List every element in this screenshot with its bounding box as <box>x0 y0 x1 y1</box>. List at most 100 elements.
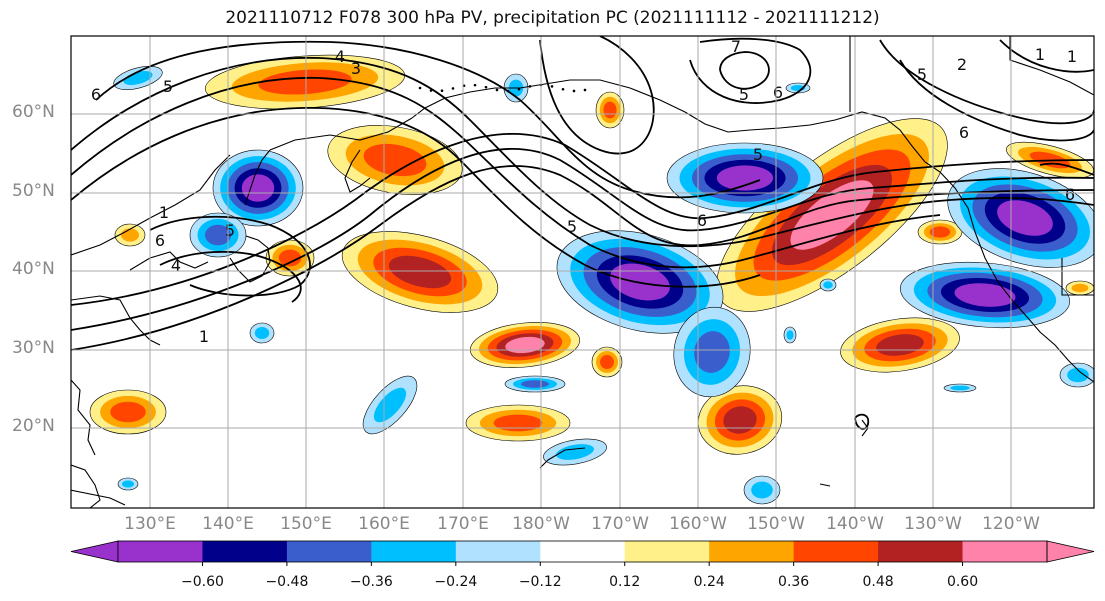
pv-contour <box>689 37 812 104</box>
lon-tick-label: 170°E <box>437 514 489 534</box>
pv-contour <box>719 51 770 90</box>
colorbar-tick-label: −0.36 <box>349 574 393 590</box>
colorbar-frame <box>117 540 1048 563</box>
precip-blob <box>204 54 406 110</box>
precip-blob <box>249 322 275 344</box>
contour-label: 1 <box>1067 47 1077 66</box>
precip-blob <box>1059 362 1094 388</box>
colorbar <box>70 540 1095 566</box>
lat-tick-label: 40°N <box>12 259 55 279</box>
island-dot <box>517 87 521 91</box>
colorbar-segment <box>540 541 626 562</box>
island-dot <box>451 87 455 90</box>
colorbar-extend-low <box>70 540 119 563</box>
coastline <box>939 171 1094 383</box>
lat-tick-label: 50°N <box>12 181 55 201</box>
map-frame <box>70 35 1095 509</box>
contour-label: 5 <box>225 221 235 240</box>
contour-label: 7 <box>731 37 741 56</box>
precip-blob <box>362 375 418 435</box>
colorbar-tick-label: 0.24 <box>693 574 725 590</box>
colorbar-segment <box>793 541 879 562</box>
precip-blob <box>917 219 963 245</box>
contour-label: 4 <box>335 47 345 66</box>
pv-contour <box>71 107 761 288</box>
colorbar-tick-label: 0.36 <box>778 574 810 590</box>
contour-label: 6 <box>959 123 969 142</box>
pv-contour <box>899 59 1094 142</box>
island-dot <box>583 88 587 92</box>
lon-tick-label: 180°W <box>512 514 570 534</box>
contour-label: 5 <box>739 85 749 104</box>
precip-blob <box>327 125 463 195</box>
contour-label: 4 <box>171 256 181 275</box>
precip-blob <box>943 383 977 393</box>
coastline <box>344 149 371 193</box>
lon-tick-label: 130°E <box>124 514 176 534</box>
pv-contour <box>71 133 1094 306</box>
contour-label: 5 <box>753 145 763 164</box>
contour-label: 3 <box>351 59 361 78</box>
colorbar-segment <box>118 541 203 562</box>
coastline <box>244 149 271 206</box>
island-dot <box>473 83 477 87</box>
pv-contour <box>1039 162 1094 176</box>
precip-blob <box>783 326 797 344</box>
coastline <box>229 235 271 283</box>
lon-tick-label: 120°W <box>982 514 1040 534</box>
pv-contour <box>854 413 870 430</box>
precip-blob <box>716 118 948 312</box>
contour-label: 6 <box>155 231 165 250</box>
colorbar-segment <box>455 541 541 562</box>
colorbar-tick-label: 0.12 <box>609 574 641 590</box>
pv-contour <box>999 39 1094 73</box>
colorbar-tick-label: −0.24 <box>434 574 478 590</box>
lon-tick-label: 140°E <box>202 514 254 534</box>
lon-tick-label: 140°W <box>826 514 884 534</box>
precip-blob <box>341 231 499 313</box>
precip-blob <box>465 404 571 442</box>
contour-label: 6 <box>91 85 101 104</box>
lon-tick-label: 160°W <box>669 514 727 534</box>
coastline <box>71 379 96 456</box>
coastline <box>749 111 941 173</box>
island-dot <box>572 89 576 93</box>
precip-blob <box>469 322 581 368</box>
coastline <box>819 483 831 487</box>
precip-blob <box>819 278 837 292</box>
coastline <box>570 79 751 133</box>
coastline <box>71 464 101 508</box>
colorbar-tick-label: −0.12 <box>518 574 562 590</box>
pv-contour <box>159 250 302 303</box>
precip-blob <box>504 375 566 393</box>
contour-label: 5 <box>567 217 577 236</box>
colorbar-tick-label: 0.60 <box>946 574 979 590</box>
colorbar-segment <box>878 541 964 562</box>
pv-contour <box>71 56 1094 248</box>
colorbar-segment <box>202 541 288 562</box>
contour-label: 1 <box>199 327 209 346</box>
colorbar-tick-label: −0.60 <box>181 574 224 590</box>
pv-contour <box>71 165 1094 351</box>
precip-blob <box>189 212 247 258</box>
lat-tick-label: 60°N <box>12 102 55 122</box>
gridlines <box>71 36 1094 508</box>
precip-blob <box>743 475 781 505</box>
lon-tick-label: 130°W <box>904 514 962 534</box>
lon-tick-label: 160°E <box>358 514 410 534</box>
precip-blob <box>89 389 167 435</box>
pv-contour <box>95 40 761 199</box>
colorbar-segment <box>371 541 457 562</box>
lat-tick-label: 30°N <box>12 338 55 358</box>
precip-blob <box>899 261 1071 329</box>
contour-label: 1 <box>159 203 169 222</box>
island-dot <box>495 88 499 92</box>
coastline <box>1061 258 1094 296</box>
colorbar-segment <box>709 541 795 562</box>
precip-blob <box>666 142 824 214</box>
colorbar-segment <box>624 541 710 562</box>
precip-blob <box>697 385 783 455</box>
coastline <box>269 117 413 151</box>
island-dot <box>550 85 554 88</box>
